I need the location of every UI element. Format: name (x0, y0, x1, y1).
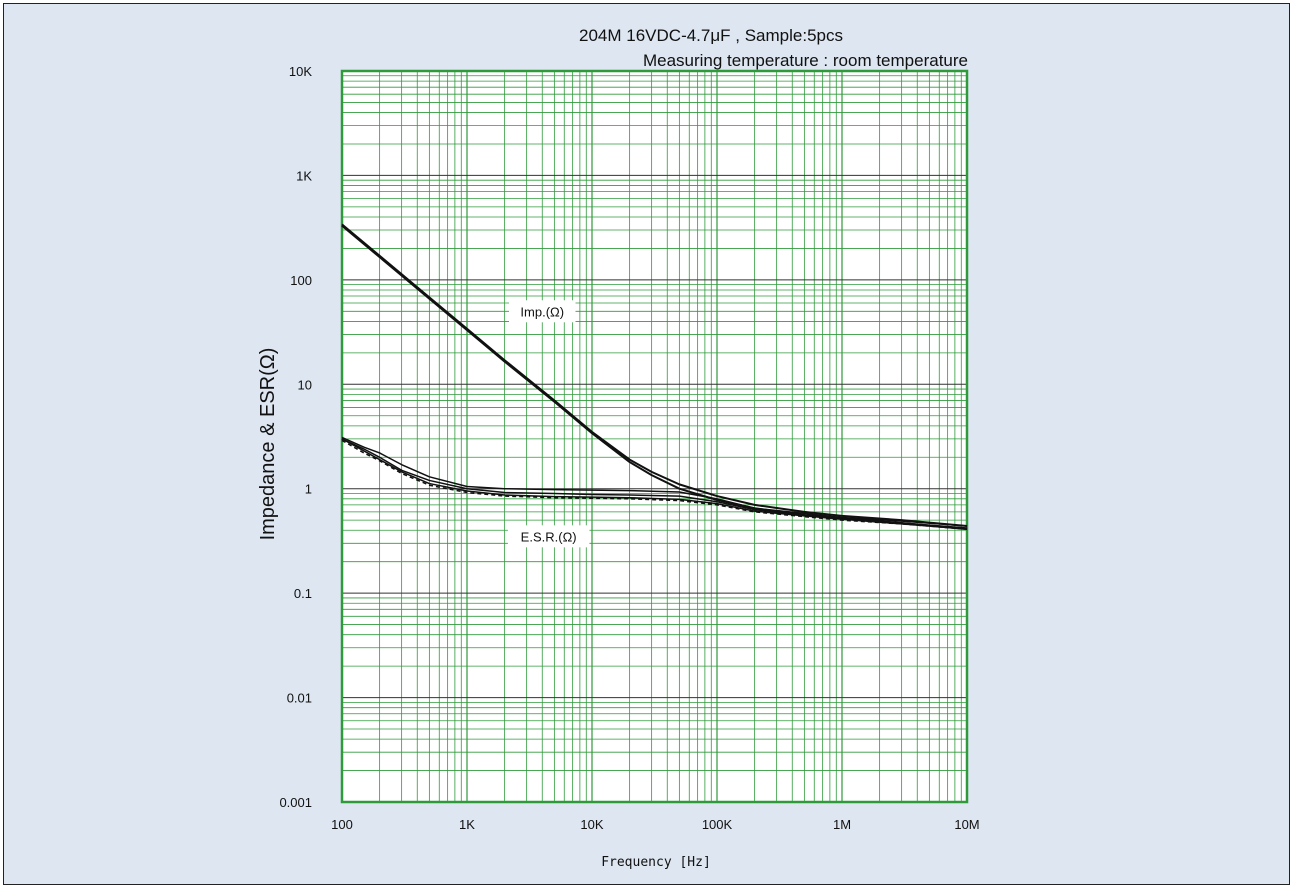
minor-grid (342, 71, 967, 802)
series-layer (341, 223, 968, 531)
chart-subtitle: Measuring temperature : room temperature (643, 51, 968, 70)
annotation-label-2: E.S.R.(Ω) (521, 529, 577, 544)
annotation-label-1: Imp.(Ω) (520, 304, 564, 319)
y-axis-label: Impedance & ESR(Ω) (257, 348, 279, 541)
x-tick-label: 1M (833, 817, 851, 832)
y-tick-label: 1K (296, 168, 312, 183)
y-tick-label: 10K (289, 64, 312, 79)
y-tick-label: 0.1 (294, 586, 312, 601)
annotation-background-2 (507, 525, 590, 548)
x-axis-label: Frequency [Hz] (601, 855, 711, 870)
plot-border (340, 69, 969, 804)
series-esr-curve-6 (341, 439, 968, 530)
chart-svg: Imp.(Ω) E.S.R.(Ω) 100 1K 10K 100K 1M 10M 0.001 0… (257, 26, 980, 870)
chart-frame: Imp.(Ω) E.S.R.(Ω) 100 1K 10K 100K 1M 10M 0.001 0… (3, 3, 1290, 885)
x-tick-label: 10K (580, 817, 603, 832)
y-tick-label: 100 (290, 273, 312, 288)
x-tick-label: 100 (331, 817, 353, 832)
plot-area (342, 71, 967, 802)
plot-background (342, 71, 967, 802)
major-grid (340, 69, 969, 804)
x-tick-label: 1K (459, 817, 475, 832)
x-tick-label: 100K (702, 817, 733, 832)
annotation-background-1 (509, 300, 576, 323)
series-esr-curve-4 (341, 438, 968, 529)
series-impedance-curve-1 (341, 223, 968, 527)
x-tick-label: 10M (954, 817, 979, 832)
series-esr-curve-3 (341, 436, 968, 527)
y-tick-label: 0.01 (287, 691, 312, 706)
y-tick-label: 0.001 (279, 795, 312, 810)
y-tick-label: 1 (305, 482, 312, 497)
series-esr-curve-5 (341, 438, 968, 530)
y-tick-label: 10 (298, 377, 312, 392)
chart-title: 204M 16VDC-4.7μF , Sample:5pcs (579, 26, 843, 45)
tick-label-layer: 100 1K 10K 100K 1M 10M 0.001 0.01 0.1 1 10 100 1K 10K (279, 64, 979, 832)
annotation-layer: Imp.(Ω) E.S.R.(Ω) (507, 300, 590, 548)
